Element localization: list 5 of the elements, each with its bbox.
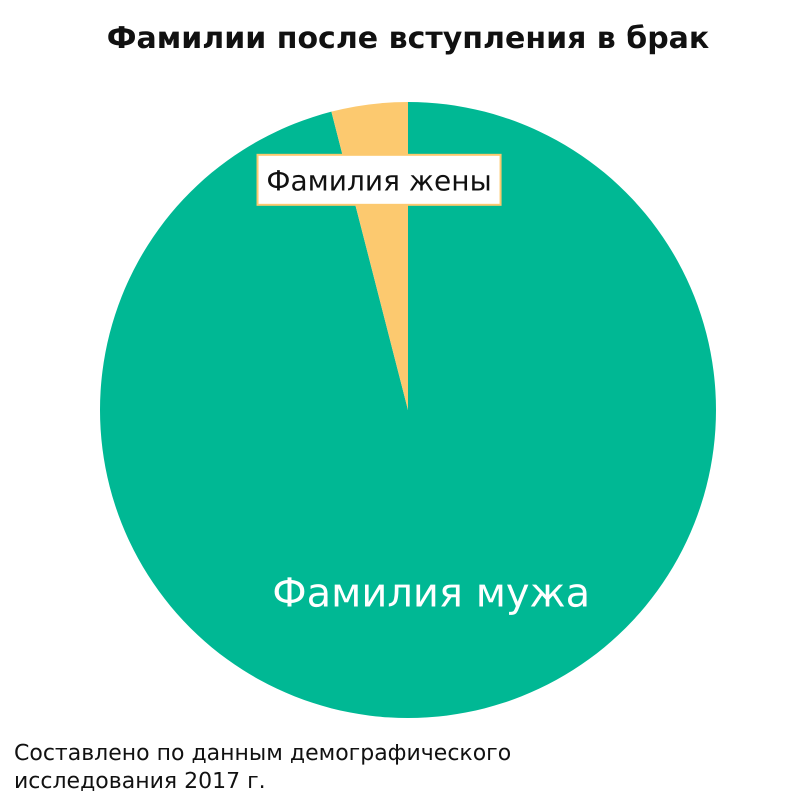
- slice-label: Фамилия мужа: [272, 570, 590, 616]
- text: Составлено по данным демографического исследования 2017 г.: [14, 741, 512, 794]
- slice-label: Фамилия жены: [266, 164, 492, 198]
- pie-slice: [100, 102, 716, 718]
- chart-title: Фамилии после вступления в брак: [106, 21, 710, 56]
